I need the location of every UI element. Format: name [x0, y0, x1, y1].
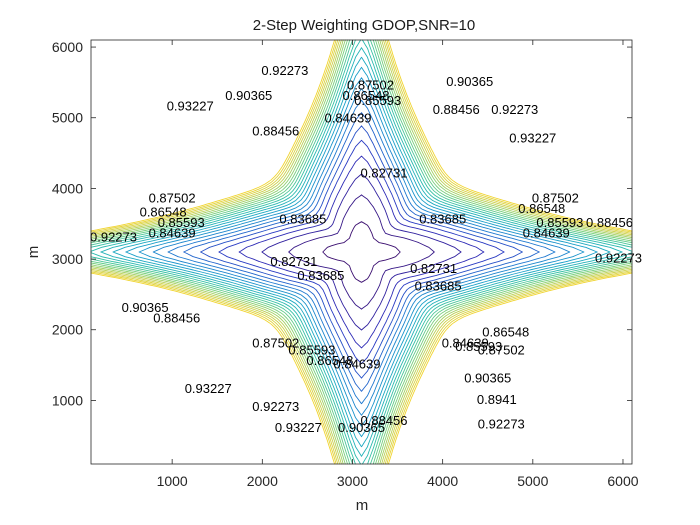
- contour-label: 0.86548: [306, 353, 353, 368]
- contour-line: [90, 39, 633, 465]
- contour-label: 0.84639: [442, 335, 489, 350]
- contour-label: 0.87502: [252, 335, 299, 350]
- contour-label: 0.86548: [518, 201, 565, 216]
- contour-label: 0.82731: [361, 166, 408, 181]
- contour-line: [90, 39, 633, 465]
- y-tick-label: 1000: [52, 392, 83, 408]
- contour-label: 0.92273: [90, 229, 137, 244]
- contour-label: 0.86548: [482, 325, 529, 340]
- contour-line: [90, 39, 633, 465]
- contour-line: [90, 39, 633, 465]
- contour-label: 0.93227: [185, 381, 232, 396]
- contour-line: [90, 39, 633, 465]
- contour-label: 0.85593: [455, 339, 502, 354]
- contour-label: 0.83685: [419, 212, 466, 227]
- contour-label: 0.90365: [122, 300, 169, 315]
- y-axis-ticks: 1000 2000 3000 4000 5000 6000: [52, 39, 632, 408]
- contour-label: 0.82731: [410, 261, 457, 276]
- y-axis-label: m: [25, 246, 42, 259]
- contour-label: 0.86548: [343, 88, 390, 103]
- contour-label: 0.85593: [354, 93, 401, 108]
- contour-label: 0.93227: [167, 99, 214, 114]
- plot-area: 0.875020.865480.855930.846390.827310.836…: [90, 39, 642, 465]
- contour-line: [90, 39, 633, 465]
- x-tick-label: 2000: [247, 473, 278, 489]
- x-tick-label: 6000: [607, 473, 638, 489]
- contour-line: [322, 221, 401, 283]
- contour-label: 0.87502: [149, 190, 196, 205]
- contour-label: 0.87502: [478, 342, 525, 357]
- x-axis-label: m: [356, 497, 369, 514]
- contour-line: [100, 47, 623, 457]
- contour-label: 0.88456: [252, 123, 299, 138]
- contour-label: 0.84639: [523, 226, 570, 241]
- contour-label: 0.90365: [225, 88, 272, 103]
- contour-label: 0.88456: [153, 311, 200, 326]
- contour-line: [183, 112, 540, 392]
- contour-label: 0.90365: [338, 420, 385, 435]
- contour-label: 0.92273: [261, 63, 308, 78]
- x-tick-label: 1000: [157, 473, 188, 489]
- contour-line: [138, 77, 585, 427]
- contour-label: 0.83685: [415, 279, 462, 294]
- contour-label: 0.85593: [536, 215, 583, 230]
- y-tick-label: 3000: [52, 251, 83, 267]
- contour-label: 0.85593: [158, 215, 205, 230]
- contour-line: [200, 125, 523, 379]
- contour-line: [90, 39, 633, 465]
- contour-label: 0.83685: [279, 212, 326, 227]
- y-tick-label: 5000: [52, 110, 83, 126]
- contour-label: 0.90365: [464, 371, 511, 386]
- contour-line: [152, 88, 571, 416]
- contour-label: 0.82731: [270, 254, 317, 269]
- contour-label: 0.92273: [491, 102, 538, 117]
- contour-label: 0.88456: [361, 413, 408, 428]
- contour-label: 0.92273: [252, 399, 299, 414]
- x-axis-ticks: 1000 2000 3000 4000 5000 6000: [157, 40, 639, 489]
- contour-label: 0.87502: [532, 190, 579, 205]
- contour-line: [218, 139, 505, 365]
- contour-label: 0.88456: [433, 102, 480, 117]
- contour-label: 0.92273: [478, 417, 525, 432]
- contour-line: [90, 39, 633, 465]
- contour-label: 0.84639: [149, 226, 196, 241]
- contour-label: 0.8941: [477, 392, 517, 407]
- contour-label: 0.83685: [297, 268, 344, 283]
- x-tick-label: 4000: [427, 473, 458, 489]
- contour-label: 0.84639: [325, 111, 372, 126]
- contour-line: [125, 66, 598, 438]
- contour-labels: 0.875020.865480.855930.846390.827310.836…: [90, 63, 642, 435]
- x-tick-label: 5000: [517, 473, 548, 489]
- contour-label: 0.84639: [334, 357, 381, 372]
- contour-label: 0.93227: [275, 420, 322, 435]
- contour-label: 0.88456: [586, 215, 633, 230]
- contour-line: [90, 39, 633, 465]
- axes-box: [90, 39, 633, 465]
- contour-label: 0.92273: [595, 251, 642, 266]
- y-tick-label: 4000: [52, 180, 83, 196]
- x-tick-label: 3000: [337, 473, 368, 489]
- contour-line: [238, 155, 485, 349]
- contour-label: 0.93227: [509, 130, 556, 145]
- contour-line: [90, 39, 633, 465]
- contour-line: [288, 194, 435, 310]
- y-tick-label: 6000: [52, 39, 83, 55]
- contour-line: [90, 39, 633, 465]
- y-tick-label: 2000: [52, 322, 83, 338]
- contour-lines: [90, 39, 633, 465]
- contour-label: 0.90365: [446, 74, 493, 89]
- chart-title: 2-Step Weighting GDOP,SNR=10: [253, 17, 475, 34]
- contour-line: [167, 99, 556, 405]
- contour-label: 0.85593: [288, 342, 335, 357]
- contour-label: 0.87502: [347, 77, 394, 92]
- contour-line: [261, 173, 462, 331]
- contour-line: [112, 56, 611, 448]
- contour-label: 0.86548: [140, 205, 187, 220]
- contour-line: [90, 39, 633, 465]
